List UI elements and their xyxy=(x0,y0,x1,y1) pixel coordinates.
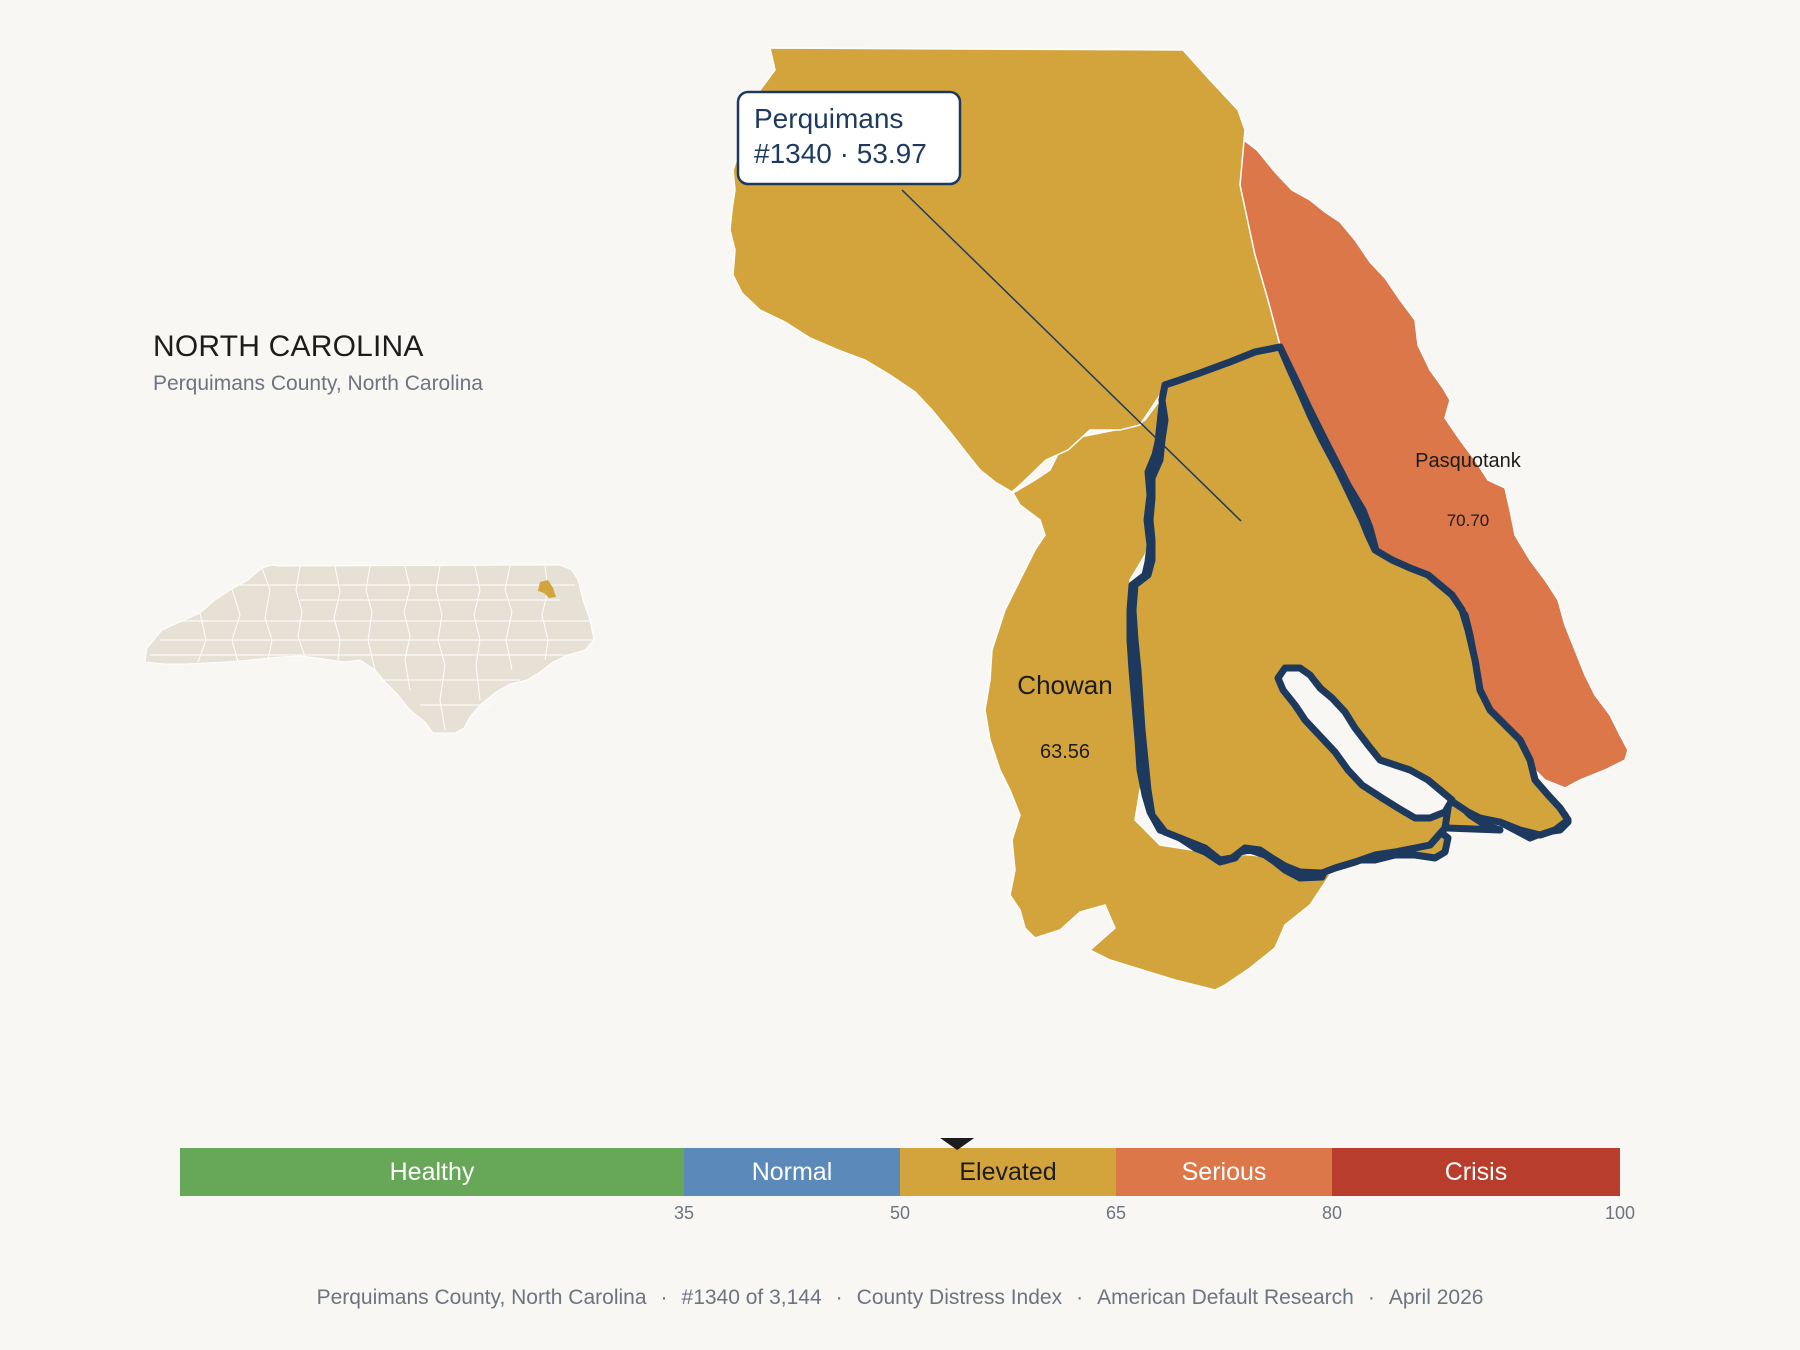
inset-selected-county xyxy=(538,580,556,598)
footer-rank: #1340 of 3,144 xyxy=(681,1286,822,1309)
scale-marker-triangle xyxy=(940,1138,975,1150)
scale-tick-80: 80 xyxy=(1322,1203,1342,1223)
scale-band-crisis xyxy=(1332,1148,1620,1196)
callout-leader-line xyxy=(901,189,1242,522)
footer-source: American Default Research xyxy=(1097,1286,1354,1309)
scale-band-label-normal: Normal xyxy=(752,1158,833,1186)
scale-band-serious xyxy=(1116,1148,1332,1196)
county-label-pasquotank: Pasquotank xyxy=(1415,450,1522,472)
scale-tick-35: 35 xyxy=(674,1203,694,1223)
state-title: NORTH CAROLINA xyxy=(153,330,424,363)
scale-band-label-crisis: Crisis xyxy=(1445,1158,1508,1186)
scale-band-label-serious: Serious xyxy=(1182,1158,1267,1186)
scale-band-healthy xyxy=(180,1148,684,1196)
footer-county: Perquimans County, North Carolina xyxy=(316,1286,647,1309)
selected-county-highlight xyxy=(1129,343,1572,877)
north-carolina-outline xyxy=(144,564,595,734)
scale-tick-100: 100 xyxy=(1605,1203,1635,1223)
footer-credits: Perquimans County, North Carolina · #1340 … xyxy=(316,1286,1484,1309)
footer-index: County Distress Index xyxy=(856,1286,1063,1309)
footer-date: April 2026 xyxy=(1388,1286,1484,1309)
scale-band-elevated xyxy=(900,1148,1116,1196)
scale-band-normal xyxy=(684,1148,900,1196)
scale-tick-50: 50 xyxy=(890,1203,910,1223)
callout-county-name: Perquimans xyxy=(754,103,903,134)
county-score-pasquotank: 70.70 xyxy=(1447,511,1490,530)
scale-band-label-healthy: Healthy xyxy=(390,1158,475,1186)
callout-rank-score: #1340 · 53.97 xyxy=(754,138,927,169)
distress-scale: Healthy Normal Elevated Serious Crisis 35 50 65… xyxy=(180,1138,1635,1223)
scale-band-label-elevated: Elevated xyxy=(959,1158,1056,1186)
county-callout: Perquimans #1340 · 53.97 xyxy=(736,90,962,186)
state-inset-map xyxy=(144,564,595,734)
river-cutout xyxy=(1274,664,1456,822)
county-label-chowan: Chowan xyxy=(1017,670,1112,700)
state-subtitle: Perquimans County, North Carolina xyxy=(153,372,483,395)
scale-tick-65: 65 xyxy=(1106,1203,1126,1223)
county-score-chowan: 63.56 xyxy=(1040,741,1090,763)
callout-box xyxy=(736,90,962,186)
